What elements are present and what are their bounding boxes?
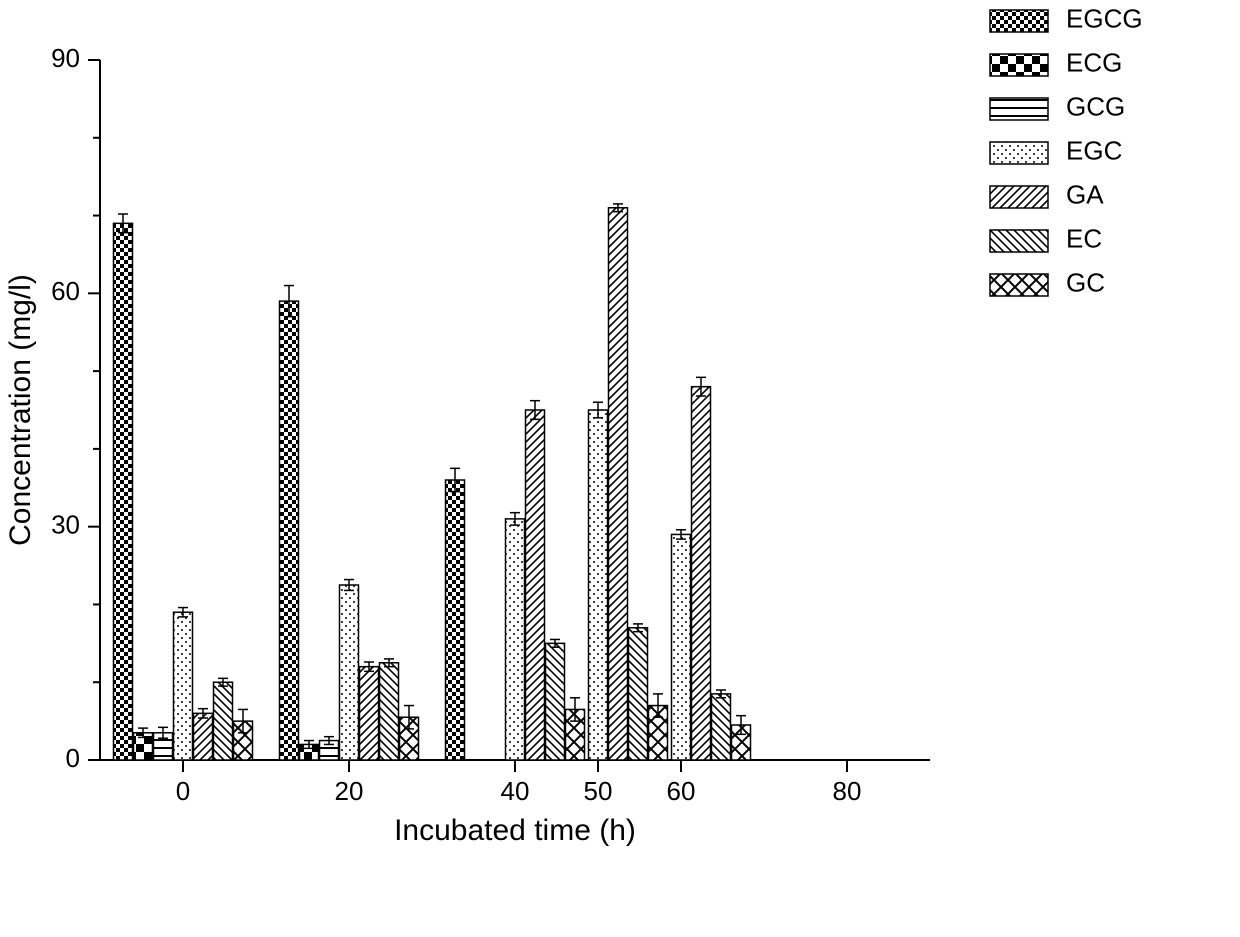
legend-label-ECG: ECG — [1066, 48, 1122, 78]
legend-label-GCG: GCG — [1066, 92, 1125, 122]
legend-label-EGCG: EGCG — [1066, 4, 1143, 34]
bar-GA — [526, 410, 545, 760]
bar-EGC — [672, 534, 691, 760]
bar-EC — [546, 643, 565, 760]
legend-label-GC: GC — [1066, 268, 1105, 298]
legend-swatch-GC — [990, 274, 1048, 296]
bar-GA — [692, 387, 711, 760]
axes: 0 30 60 90 0 20 40 50 60 80 Concentration (mg/l) In… — [4, 43, 930, 847]
chart-stage: 0 30 60 90 0 20 40 50 60 80 Concentration (mg/l) In… — [0, 0, 1240, 937]
x-tick-label: 40 — [501, 776, 530, 806]
legend-label-GA: GA — [1066, 180, 1104, 210]
legend-swatch-EGC — [990, 142, 1048, 164]
legend-swatch-GCG — [990, 98, 1048, 120]
x-tick-label: 80 — [833, 776, 862, 806]
y-tick-label: 60 — [51, 276, 80, 306]
legend-swatch-ECG — [990, 54, 1048, 76]
x-axis-label: Incubated time (h) — [394, 814, 636, 847]
x-tick-label: 0 — [176, 776, 190, 806]
y-tick-label: 90 — [51, 43, 80, 73]
legend-label-EGC: EGC — [1066, 136, 1122, 166]
chart-svg: 0 30 60 90 0 20 40 50 60 80 Concentration (mg/l) In… — [0, 0, 1240, 937]
bar-EGC — [174, 612, 193, 760]
bar-GA — [609, 208, 628, 760]
bar-GA — [360, 667, 379, 760]
y-axis-label: Concentration (mg/l) — [4, 274, 37, 546]
bar-EGCG — [446, 480, 465, 760]
x-tick-label: 20 — [335, 776, 364, 806]
x-tick-label: 60 — [667, 776, 696, 806]
bar-EC — [629, 628, 648, 760]
legend-swatch-EC — [990, 230, 1048, 252]
bar-EC — [712, 694, 731, 760]
bar-EGCG — [280, 301, 299, 760]
bar-EGC — [506, 519, 525, 760]
legend-label-EC: EC — [1066, 224, 1102, 254]
bars-layer — [114, 204, 751, 760]
legend-swatch-GA — [990, 186, 1048, 208]
bar-EC — [214, 682, 233, 760]
y-tick-label: 0 — [66, 743, 80, 773]
legend-swatch-EGCG — [990, 10, 1048, 32]
y-tick-label: 30 — [51, 510, 80, 540]
bar-EGCG — [114, 223, 133, 760]
x-tick-label: 50 — [584, 776, 613, 806]
bar-EGC — [589, 410, 608, 760]
bar-EGC — [340, 585, 359, 760]
bar-GA — [194, 713, 213, 760]
bar-EC — [380, 663, 399, 760]
legend: EGCG ECG GCG EGC GA EC GC — [990, 4, 1143, 298]
